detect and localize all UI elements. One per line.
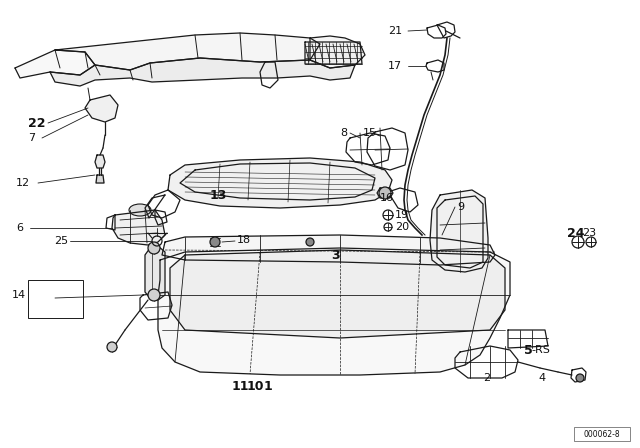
Circle shape <box>210 237 220 247</box>
Bar <box>574 427 630 441</box>
Text: 10: 10 <box>247 379 264 392</box>
Polygon shape <box>430 190 488 272</box>
Bar <box>28 280 83 318</box>
Text: 3: 3 <box>331 249 339 262</box>
Text: 24: 24 <box>567 227 584 240</box>
Text: 4: 4 <box>538 373 545 383</box>
Text: 5: 5 <box>524 344 532 357</box>
Circle shape <box>107 342 117 352</box>
Text: 22: 22 <box>28 116 45 129</box>
Polygon shape <box>158 248 510 375</box>
Text: 25: 25 <box>54 236 68 246</box>
Circle shape <box>576 374 584 382</box>
Text: 14: 14 <box>12 290 26 300</box>
Polygon shape <box>162 235 495 265</box>
Text: 16: 16 <box>380 193 394 203</box>
Text: 2: 2 <box>483 373 490 383</box>
Polygon shape <box>168 158 392 208</box>
Polygon shape <box>112 210 165 245</box>
Text: 18: 18 <box>237 235 251 245</box>
Polygon shape <box>15 50 95 78</box>
Text: 6: 6 <box>16 223 23 233</box>
Text: 20: 20 <box>395 222 409 232</box>
Text: -RS: -RS <box>531 345 550 355</box>
Polygon shape <box>96 175 104 183</box>
Text: 8: 8 <box>340 128 347 138</box>
Text: 7: 7 <box>28 133 35 143</box>
Text: 000062-8: 000062-8 <box>584 430 620 439</box>
Polygon shape <box>55 33 320 70</box>
Circle shape <box>148 242 160 254</box>
Circle shape <box>379 187 391 199</box>
Text: 21: 21 <box>388 26 402 36</box>
Circle shape <box>148 289 160 301</box>
Polygon shape <box>170 250 505 338</box>
Text: 15: 15 <box>363 128 377 138</box>
Polygon shape <box>310 36 365 68</box>
Text: 11: 11 <box>232 379 250 392</box>
Text: 12: 12 <box>16 178 30 188</box>
Text: 19: 19 <box>395 210 409 220</box>
Text: 23: 23 <box>582 228 596 238</box>
Polygon shape <box>145 246 165 300</box>
Polygon shape <box>95 155 105 168</box>
Polygon shape <box>305 42 362 64</box>
Text: 1: 1 <box>264 379 273 392</box>
Circle shape <box>306 238 314 246</box>
Polygon shape <box>85 95 118 122</box>
Text: 13: 13 <box>209 189 227 202</box>
Text: 17: 17 <box>388 61 402 71</box>
Ellipse shape <box>129 204 151 216</box>
Text: 9: 9 <box>457 202 464 212</box>
Polygon shape <box>50 58 355 86</box>
